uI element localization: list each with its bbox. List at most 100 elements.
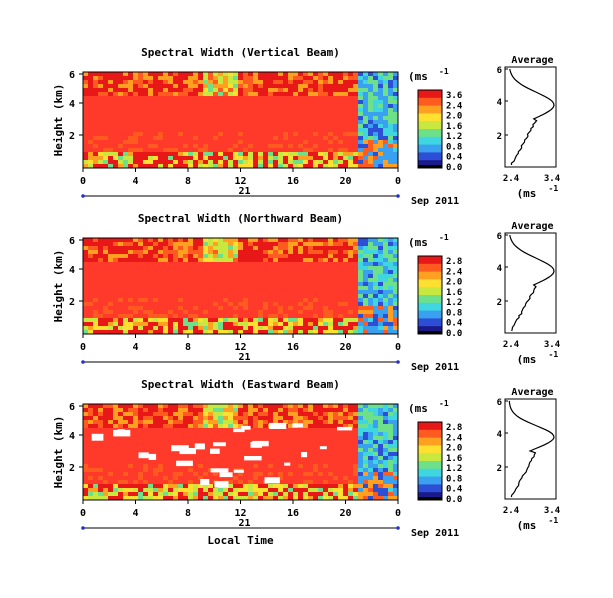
heatmap-cell: [378, 432, 383, 436]
heatmap-cell: [328, 472, 333, 476]
colorbar-segment: [418, 314, 442, 317]
heatmap-cell: [228, 416, 233, 420]
heatmap-cell: [188, 404, 193, 408]
heatmap-cell: [253, 88, 258, 92]
heatmap-cell: [363, 104, 368, 108]
heatmap-cell: [288, 484, 293, 488]
heatmap-cell: [358, 116, 363, 120]
heatmap-cell: [333, 84, 338, 88]
heatmap-cell: [88, 496, 93, 500]
heatmap-cell: [273, 76, 278, 80]
heatmap-cell: [88, 322, 93, 326]
heatmap-cell: [288, 164, 293, 168]
heatmap-cell: [363, 314, 368, 318]
heatmap-cell: [83, 88, 88, 92]
heatmap-cell: [333, 420, 338, 424]
heatmap-cell: [108, 484, 113, 488]
heatmap-cell: [193, 318, 198, 322]
heatmap-cell: [108, 412, 113, 416]
heatmap-cell: [158, 88, 163, 92]
heatmap-cell: [368, 140, 373, 144]
heatmap-cell: [113, 492, 118, 496]
heatmap-cell: [358, 270, 363, 274]
heatmap-cell: [328, 164, 333, 168]
heatmap-cell: [88, 326, 93, 330]
heatmap-cell: [358, 238, 363, 242]
heatmap-cell: [383, 242, 388, 246]
heatmap-cell: [108, 76, 113, 80]
heatmap-cell: [173, 88, 178, 92]
heatmap-cell: [373, 148, 378, 152]
missing-data-gap: [91, 433, 104, 441]
heatmap-cell: [383, 480, 388, 484]
heatmap-cell: [178, 492, 183, 496]
colorbar-unit-exponent: -1: [439, 233, 449, 242]
heatmap-cell: [193, 326, 198, 330]
heatmap-cell: [233, 258, 238, 262]
heatmap-cell: [268, 326, 273, 330]
heatmap-cell: [348, 416, 353, 420]
heatmap-cell: [153, 238, 158, 242]
heatmap-cell: [268, 258, 273, 262]
heatmap-cell: [253, 254, 258, 258]
heatmap-cell: [248, 242, 253, 246]
heatmap-cell: [268, 492, 273, 496]
heatmap-cell: [388, 242, 393, 246]
heatmap-cell: [378, 452, 383, 456]
heatmap-cell: [163, 242, 168, 246]
average-x-unit: (ms: [517, 353, 537, 366]
heatmap-cell: [233, 84, 238, 88]
heatmap-cell: [123, 238, 128, 242]
heatmap-cell: [283, 246, 288, 250]
heatmap-cell: [228, 420, 233, 424]
missing-data-gap: [194, 443, 205, 450]
heatmap-cell: [253, 72, 258, 76]
colorbar-segment: [418, 484, 442, 487]
heatmap-cell: [263, 412, 268, 416]
heatmap-cell: [308, 152, 313, 156]
heatmap-cell: [273, 404, 278, 408]
heatmap-cell: [113, 484, 118, 488]
heatmap-cell: [368, 286, 373, 290]
heatmap-cell: [343, 302, 348, 306]
heatmap-cell: [208, 492, 213, 496]
colorbar-segment: [418, 291, 442, 294]
heatmap-cell: [228, 80, 233, 84]
heatmap-cell: [88, 408, 93, 412]
heatmap-cell: [208, 326, 213, 330]
heatmap-cell: [378, 156, 383, 160]
heatmap-cell: [268, 472, 273, 476]
heatmap-cell: [248, 238, 253, 242]
heatmap-cell: [348, 412, 353, 416]
heatmap-cell: [103, 156, 108, 160]
heatmap-cell: [283, 238, 288, 242]
heatmap-cell: [248, 330, 253, 334]
heatmap-cell: [328, 416, 333, 420]
heatmap-cell: [213, 404, 218, 408]
heatmap-cell: [338, 76, 343, 80]
heatmap-cell: [143, 310, 148, 314]
heatmap-cell: [173, 238, 178, 242]
heatmap-cell: [293, 326, 298, 330]
heatmap-cell: [313, 160, 318, 164]
heatmap-cell: [368, 96, 373, 100]
heatmap-cell: [83, 254, 88, 258]
heatmap-cell: [93, 152, 98, 156]
heatmap-cell: [128, 424, 133, 428]
heatmap-cell: [303, 242, 308, 246]
heatmap-cell: [198, 92, 203, 96]
heatmap-cell: [148, 330, 153, 334]
heatmap-cell: [373, 124, 378, 128]
heatmap-cell: [353, 156, 358, 160]
heatmap-cell: [323, 254, 328, 258]
heatmap-cell: [263, 424, 268, 428]
heatmap-cell: [83, 250, 88, 254]
heatmap-cell: [88, 156, 93, 160]
heatmap-cell: [393, 408, 398, 412]
heatmap-cell: [98, 420, 103, 424]
heatmap-cell: [343, 254, 348, 258]
heatmap-cell: [103, 412, 108, 416]
heatmap-cell: [278, 72, 283, 76]
heatmap-cell: [338, 250, 343, 254]
heatmap-cell: [378, 132, 383, 136]
